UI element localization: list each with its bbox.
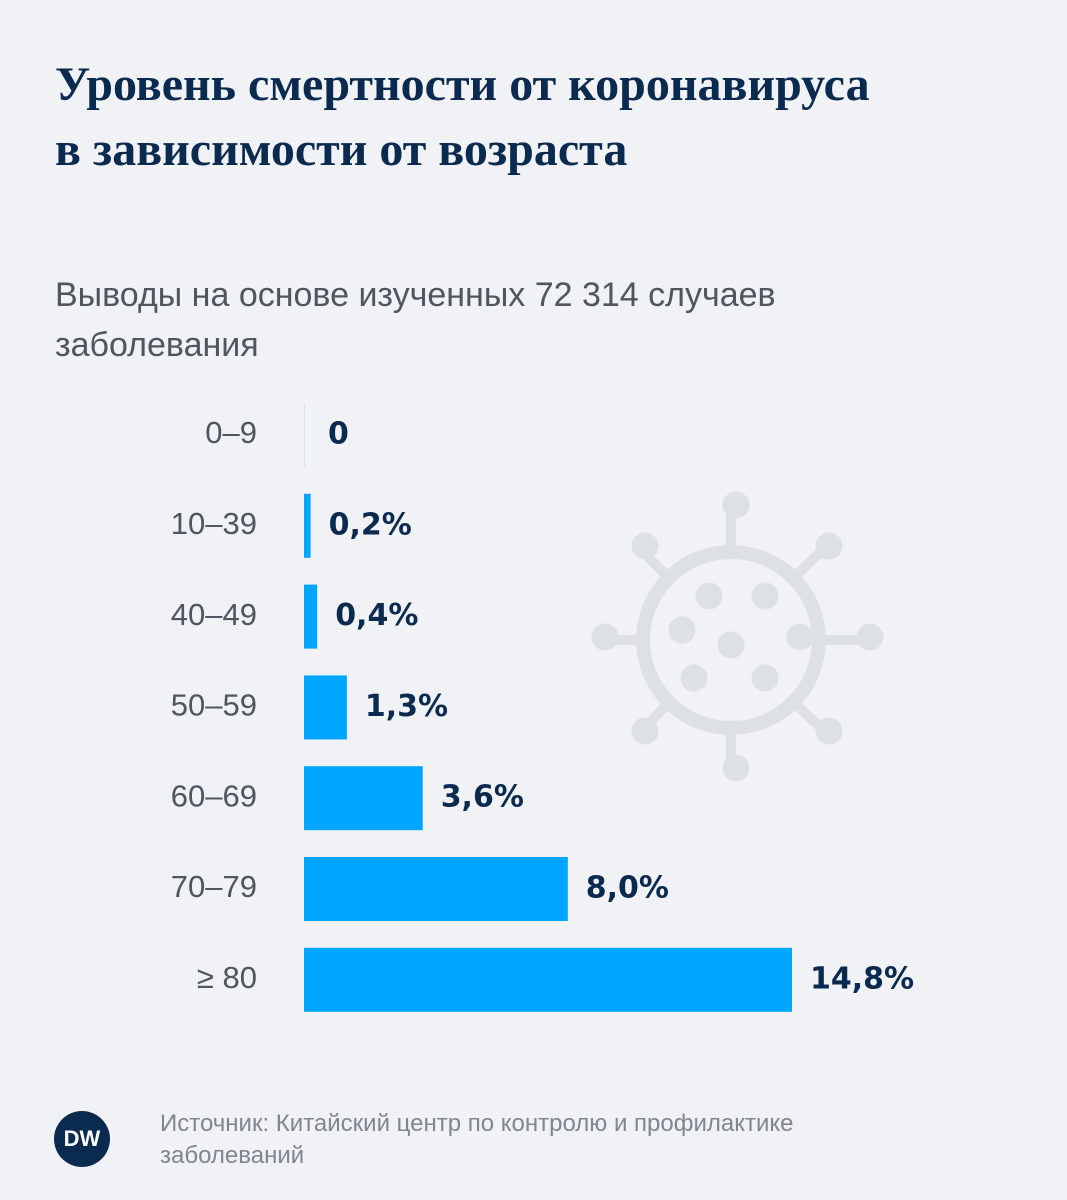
category-label: 50–59: [171, 688, 257, 723]
bar: [304, 947, 792, 1012]
value-label: 3,6%: [441, 780, 524, 815]
virus-icon: [591, 491, 884, 782]
category-label: ≥ 80: [197, 960, 257, 995]
bar: [304, 584, 318, 649]
value-label: 0,2%: [329, 507, 412, 542]
logo: DW: [64, 1126, 101, 1151]
category-label: 40–49: [171, 597, 257, 632]
bar: [304, 766, 423, 831]
bar: [304, 493, 311, 558]
category-label: 70–79: [171, 869, 257, 904]
value-label: 1,3%: [365, 689, 448, 724]
category-label: 10–39: [171, 506, 257, 541]
value-label: 0: [328, 417, 349, 452]
bar: [304, 857, 568, 921]
logo-badge: [54, 1111, 110, 1167]
value-label: 0,4%: [335, 598, 418, 633]
source-note: Источник: Китайский центр по контролю и …: [160, 1110, 794, 1169]
value-label: 8,0%: [586, 871, 669, 906]
category-label: 0–9: [205, 415, 257, 450]
chart-title: Уровень смертности от коронавируса в зав…: [55, 58, 870, 176]
value-label: 14,8%: [810, 961, 914, 996]
category-label: 60–69: [171, 778, 257, 813]
bar: [304, 675, 347, 740]
chart-subtitle: Выводы на основе изученных 72 314 случае…: [55, 276, 776, 364]
